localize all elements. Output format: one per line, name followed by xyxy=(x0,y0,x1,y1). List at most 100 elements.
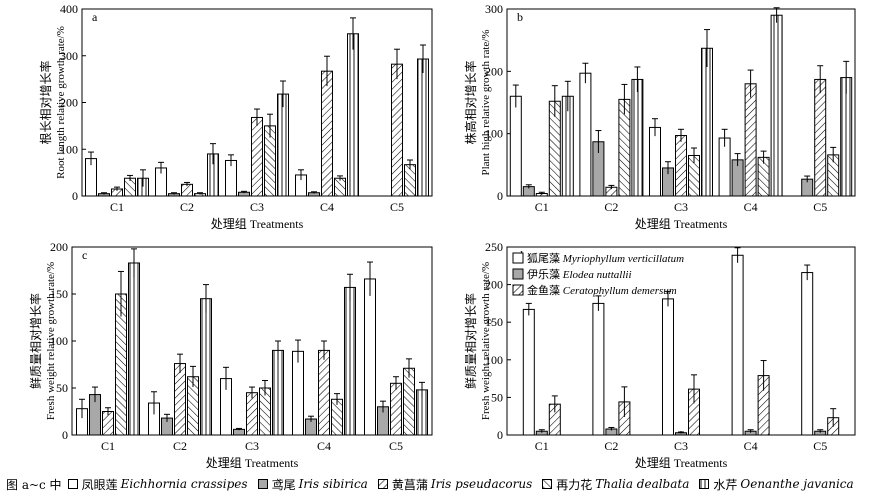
legend-swatch-forward-hatch xyxy=(377,479,388,489)
x-label: 处理组 Treatments xyxy=(635,456,728,470)
legend-swatch xyxy=(512,268,524,280)
y-tick-label: 0 xyxy=(497,189,503,203)
x-tick-label: C4 xyxy=(744,200,758,214)
bar xyxy=(417,58,429,197)
bar xyxy=(344,286,356,436)
panel-a: a 0 100 200 300 400 根长相对增长率 Root length relativ… xyxy=(38,2,433,231)
bar xyxy=(701,47,713,197)
y-tick-label: 400 xyxy=(60,2,78,16)
legend-label: 狐尾藻 Myriophyllum verticillatum xyxy=(527,251,684,265)
y-tick-label: 0 xyxy=(72,189,78,203)
x-tick-label: C4 xyxy=(320,200,334,214)
panel-b: b 0 100 200 300 株高相对增长率 Plant high relative gr… xyxy=(463,2,856,231)
y-tick-label: 200 xyxy=(485,64,503,78)
bar xyxy=(522,308,535,436)
y-label-cn: 根长相对增长率 xyxy=(38,60,53,144)
bar xyxy=(246,392,258,436)
y-tick-label: 200 xyxy=(485,278,503,292)
y-tick-label: 150 xyxy=(50,287,68,301)
x-tick-label: C2 xyxy=(604,200,618,214)
y-tick-label: 100 xyxy=(50,334,68,348)
x-tick-label: C5 xyxy=(813,439,827,453)
panel-d: d050100150200250鲜质量相对增长率Fresh weight rel… xyxy=(463,240,856,470)
y-tick-label: 300 xyxy=(485,2,503,16)
legend-swatch-vertical-hatch xyxy=(699,479,710,489)
bar xyxy=(649,126,661,197)
bar xyxy=(128,262,140,436)
legend-item-iris-pseudacorus: 黄菖蒲 Iris pseudacorus xyxy=(377,476,532,493)
x-tick-label: C3 xyxy=(250,200,264,214)
panel-label: a xyxy=(92,10,98,24)
y-tick-label: 200 xyxy=(60,96,78,110)
bar xyxy=(404,164,416,197)
y-tick-label: 0 xyxy=(62,428,68,442)
bar xyxy=(390,382,402,436)
bar xyxy=(347,33,359,197)
y-tick-label: 250 xyxy=(485,240,503,254)
x-tick-label: C1 xyxy=(535,200,549,214)
legend-swatch-back-hatch xyxy=(542,479,553,489)
bar xyxy=(251,116,263,197)
y-label-en: Plant high relative growth rate/% xyxy=(480,29,492,175)
x-tick-label: C5 xyxy=(813,200,827,214)
y-label-en: Fresh weight relative growth rate/% xyxy=(480,262,492,420)
bar xyxy=(321,70,333,197)
x-tick-label: C4 xyxy=(317,439,331,453)
legend-item-iris-sibirica: 鸢尾 Iris sibirica xyxy=(257,476,368,493)
bar xyxy=(840,77,853,197)
bar xyxy=(801,272,814,436)
bar xyxy=(662,298,674,436)
y-tick-label: 150 xyxy=(485,315,503,329)
legend-item-oenanthe: 水芹 Oenanthe javanica xyxy=(699,476,854,493)
bar xyxy=(277,93,289,197)
y-label-cn: 鲜质量相对增长率 xyxy=(28,293,43,389)
x-tick-label: C5 xyxy=(389,439,403,453)
legend-swatch xyxy=(512,284,524,296)
x-tick-label: C1 xyxy=(535,439,549,453)
bar xyxy=(403,367,415,436)
panel-c: c 0 50 100 150 200 鲜质量相对增长率 Fresh weight relati… xyxy=(28,240,433,470)
legend-swatch-gray xyxy=(257,479,268,489)
x-tick-label: C1 xyxy=(101,439,115,453)
x-tick-label: C3 xyxy=(674,200,688,214)
legend-label: 伊乐藻 Elodea nuttallii xyxy=(527,268,632,281)
bar xyxy=(744,83,757,197)
bar xyxy=(292,350,304,436)
y-tick-label: 0 xyxy=(497,428,503,442)
y-tick-label: 200 xyxy=(50,240,68,254)
bar xyxy=(200,298,212,436)
bar xyxy=(814,78,827,197)
x-tick-label: C5 xyxy=(390,200,404,214)
x-tick-label: C2 xyxy=(180,200,194,214)
bar xyxy=(579,72,592,197)
y-label-en: Fresh weight relative growth rate/% xyxy=(45,262,57,420)
legend-label: 金鱼藻 Ceratophyllum demersum xyxy=(527,283,677,297)
panel-d-legend: 狐尾藻 Myriophyllum verticillatum 伊乐藻 Elodea… xyxy=(512,251,684,297)
panel-label: b xyxy=(517,10,523,24)
panel-label: c xyxy=(82,248,87,262)
bottom-legend: 图 a~c 中 凤眼莲 Eichhornia crassipes 鸢尾 Iris s… xyxy=(6,474,866,494)
y-tick-label: 300 xyxy=(60,49,78,63)
x-tick-label: C1 xyxy=(110,200,124,214)
y-tick-label: 100 xyxy=(485,353,503,367)
legend-swatch xyxy=(512,252,524,264)
y-tick-label: 50 xyxy=(491,390,503,404)
figure: a 0 100 200 300 400 根长相对增长率 Root length relativ… xyxy=(28,2,856,470)
bar xyxy=(272,349,284,436)
y-label-cn: 株高相对增长率 xyxy=(463,60,478,144)
x-tick-label: C2 xyxy=(604,439,618,453)
legend-item-eichhornia: 凤眼莲 Eichhornia crassipes xyxy=(67,476,248,493)
y-label-en: Root length relative growth rate/% xyxy=(55,26,67,179)
bar xyxy=(731,254,744,436)
bar xyxy=(391,63,403,197)
legend-item-thalia: 再力花 Thalia dealbata xyxy=(542,476,689,493)
y-tick-label: 100 xyxy=(485,127,503,141)
y-tick-label: 50 xyxy=(56,381,68,395)
bar xyxy=(318,349,330,436)
legend-lead: 图 a~c 中 xyxy=(6,477,62,492)
x-label: 处理组 Treatments xyxy=(635,217,728,231)
legend-swatch-white xyxy=(67,479,78,489)
bar xyxy=(334,177,346,197)
bar xyxy=(364,278,376,436)
bar xyxy=(509,95,522,197)
